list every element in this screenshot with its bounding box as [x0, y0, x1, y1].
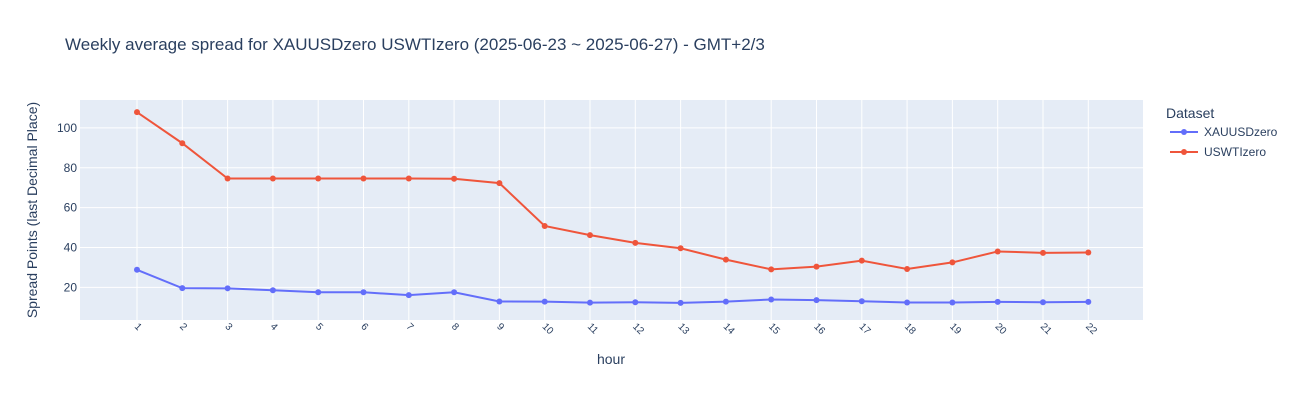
series-line-XAUUSDzero [136, 268, 1089, 304]
legend-title: Dataset [1166, 105, 1214, 121]
data-point-XAUUSDzero [1040, 299, 1046, 306]
x-tick-label: 22 [1083, 321, 1099, 337]
legend-swatch-marker [1181, 149, 1187, 155]
data-point-XAUUSDzero [813, 297, 820, 304]
data-point-USWTIzero [813, 263, 820, 270]
data-point-XAUUSDzero [949, 299, 956, 306]
data-point-XAUUSDzero [858, 298, 865, 305]
x-tick-label: 16 [811, 321, 827, 337]
data-point-USWTIzero [632, 239, 639, 246]
plot-area [80, 100, 1143, 320]
x-axis-ticks: 1 2 3 4 5 6 7 8 9 10 11 12 13 14 15 16 17 18 19 20 21 22 [132, 321, 1099, 337]
data-point-USWTIzero [315, 175, 322, 182]
data-point-USWTIzero [360, 175, 367, 182]
x-tick-label: 4 [268, 321, 280, 333]
y-tick-label: 60 [64, 201, 78, 215]
data-point-XAUUSDzero [360, 289, 367, 296]
data-point-XAUUSDzero [677, 299, 684, 306]
data-point-XAUUSDzero [224, 285, 231, 292]
data-point-USWTIzero [677, 245, 684, 252]
chart-title: Weekly average spread for XAUUSDzero USW… [65, 35, 765, 54]
x-axis-title: hour [597, 351, 625, 367]
x-tick-label: 12 [630, 321, 646, 337]
x-tick-label: 8 [449, 321, 461, 333]
data-point-USWTIzero [1040, 249, 1046, 256]
x-tick-label: 19 [947, 321, 963, 337]
data-point-USWTIzero [541, 222, 548, 229]
x-tick-label: 13 [675, 321, 691, 337]
data-point-USWTIzero [994, 248, 1001, 255]
x-tick-label: 11 [585, 321, 600, 336]
data-point-XAUUSDzero [994, 298, 1001, 305]
x-tick-label: 10 [540, 321, 556, 337]
y-tick-label: 100 [57, 121, 77, 135]
x-tick-label: 2 [177, 321, 189, 333]
data-point-USWTIzero [496, 180, 503, 187]
x-tick-label: 1 [132, 321, 144, 333]
data-point-USWTIzero [1085, 249, 1092, 256]
y-tick-label: 40 [64, 240, 78, 254]
x-tick-label: 7 [404, 321, 416, 333]
data-point-XAUUSDzero [587, 299, 593, 306]
data-point-XAUUSDzero [541, 298, 548, 305]
data-point-USWTIzero [587, 232, 593, 239]
data-point-XAUUSDzero [768, 296, 775, 303]
data-point-XAUUSDzero [405, 292, 412, 299]
data-point-XAUUSDzero [632, 299, 639, 306]
x-tick-label: 5 [313, 321, 325, 333]
data-point-XAUUSDzero [134, 266, 140, 273]
data-point-USWTIzero [904, 265, 911, 272]
x-tick-label: 17 [857, 321, 873, 337]
x-tick-label: 18 [902, 321, 918, 337]
x-tick-label: 3 [222, 321, 234, 333]
data-point-USWTIzero [179, 140, 186, 147]
x-tick-label: 9 [494, 321, 506, 333]
data-point-XAUUSDzero [904, 299, 911, 306]
legend-label: XAUUSDzero [1204, 125, 1278, 139]
data-point-XAUUSDzero [1085, 298, 1092, 305]
y-axis-title: Spread Points (last Decimal Place) [24, 102, 40, 318]
data-point-XAUUSDzero [269, 287, 276, 294]
data-point-USWTIzero [224, 175, 231, 182]
x-tick-label: 14 [721, 321, 737, 337]
data-point-USWTIzero [269, 175, 276, 182]
data-point-USWTIzero [722, 256, 729, 263]
data-point-XAUUSDzero [179, 285, 186, 292]
legend-swatch-marker [1181, 129, 1187, 135]
x-tick-label: 6 [358, 321, 370, 333]
data-point-XAUUSDzero [315, 289, 322, 296]
data-point-XAUUSDzero [722, 298, 729, 305]
data-point-USWTIzero [858, 257, 865, 264]
data-point-XAUUSDzero [496, 298, 503, 305]
y-axis-ticks: 20 40 60 80 100 [57, 121, 77, 294]
x-tick-label: 21 [1038, 321, 1054, 337]
data-point-USWTIzero [405, 175, 412, 182]
data-point-XAUUSDzero [451, 289, 458, 296]
y-tick-label: 80 [64, 161, 78, 175]
data-point-USWTIzero [134, 109, 140, 116]
series-line-USWTIzero [136, 111, 1089, 271]
grid-lines [80, 100, 1143, 320]
data-point-USWTIzero [949, 259, 956, 266]
data-point-USWTIzero [451, 175, 458, 182]
x-tick-label: 20 [993, 321, 1009, 337]
data-point-USWTIzero [768, 266, 775, 273]
series-group [134, 109, 1092, 306]
y-tick-label: 20 [64, 280, 78, 294]
legend-label: USWTIzero [1204, 145, 1266, 159]
x-tick-label: 15 [766, 321, 782, 337]
legend: Dataset XAUUSDzero USWTIzero [1166, 105, 1278, 159]
